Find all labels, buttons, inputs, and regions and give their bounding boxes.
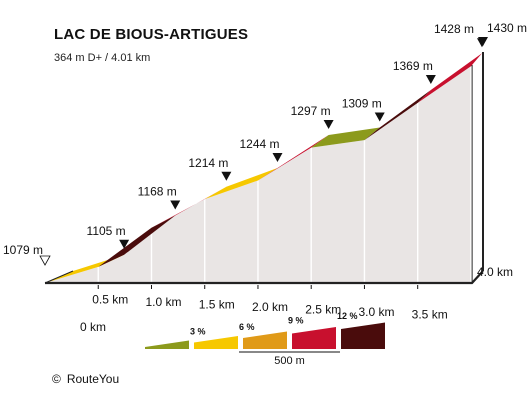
elevation-marker xyxy=(272,153,283,163)
copyright-symbol: © xyxy=(52,372,61,386)
elevation-label: 1309 m xyxy=(342,96,382,110)
elevation-label: 1428 m xyxy=(434,22,474,36)
elevation-label: 1244 m xyxy=(239,137,279,151)
elevation-label: 1105 m xyxy=(87,224,126,238)
profile-base xyxy=(44,270,484,285)
legend-label: 3 % xyxy=(190,327,206,337)
legend-wedge xyxy=(341,322,385,349)
elevation-marker xyxy=(323,119,334,129)
profile-segment xyxy=(417,53,482,103)
chart-subtitle: 364 m D+ / 4.01 km xyxy=(54,52,151,64)
profile-start-face xyxy=(44,270,74,284)
scale-label: 500 m xyxy=(274,355,305,367)
elevation-markers: 1079 m 1105 m 1168 m 1214 m 1244 m 1297 m 1309… xyxy=(3,21,527,266)
credit-line: © RouteYou xyxy=(52,372,119,386)
x-tick-label: 0.5 km xyxy=(92,293,128,307)
x-tick-label: 4.0 km xyxy=(477,265,513,279)
elevation-marker xyxy=(374,112,385,122)
x-tick-label: 3.5 km xyxy=(412,308,448,322)
legend-label: 9 % xyxy=(288,316,304,326)
elevation-marker xyxy=(478,37,488,46)
profile-baseline xyxy=(45,270,484,285)
elevation-marker xyxy=(221,171,232,181)
x-tick-label: 2.0 km xyxy=(252,300,288,314)
legend-wedge xyxy=(292,327,336,349)
x-tick-label: 0 km xyxy=(80,320,106,334)
profile-segment xyxy=(98,215,176,267)
profile-segment xyxy=(311,127,380,148)
x-tick-label: 1.5 km xyxy=(199,298,235,312)
x-tick-label: 3.0 km xyxy=(358,305,394,319)
profile-segment xyxy=(364,90,431,141)
profile-side-faces xyxy=(45,52,484,283)
legend-label: 12 % xyxy=(337,311,358,321)
elevation-marker xyxy=(170,200,181,210)
x-axis-ticks: 0 km 0.5 km 1.0 km 1.5 km 2.0 km 2.5 km 3.0 km… xyxy=(80,265,513,334)
elevation-label: 1214 m xyxy=(188,156,228,170)
elevation-label: 1297 m xyxy=(291,104,331,118)
profile-top-segments xyxy=(45,52,483,283)
elevation-marker xyxy=(119,239,130,249)
legend-label: 6 % xyxy=(239,322,255,332)
elevation-label: 1168 m xyxy=(138,184,177,198)
profile-segment xyxy=(204,168,278,200)
x-tick-label: 1.0 km xyxy=(145,295,181,309)
gradient-legend: 3 % 6 % 9 % 12 % 500 m xyxy=(145,311,385,367)
elevation-label: 1430 m xyxy=(487,21,527,35)
elevation-label: 1079 m xyxy=(3,243,43,257)
chart-title: LAC DE BIOUS-ARTIGUES xyxy=(54,26,249,43)
credit-text: RouteYou xyxy=(66,372,120,386)
x-tick-label: 2.5 km xyxy=(305,303,341,317)
legend-wedge xyxy=(145,340,189,349)
elevation-label: 1369 m xyxy=(393,59,433,73)
profile-segment xyxy=(45,254,125,283)
legend-wedge xyxy=(194,336,238,349)
legend-wedge xyxy=(243,331,287,349)
elevation-marker xyxy=(425,75,436,85)
elevation-marker xyxy=(39,255,51,266)
